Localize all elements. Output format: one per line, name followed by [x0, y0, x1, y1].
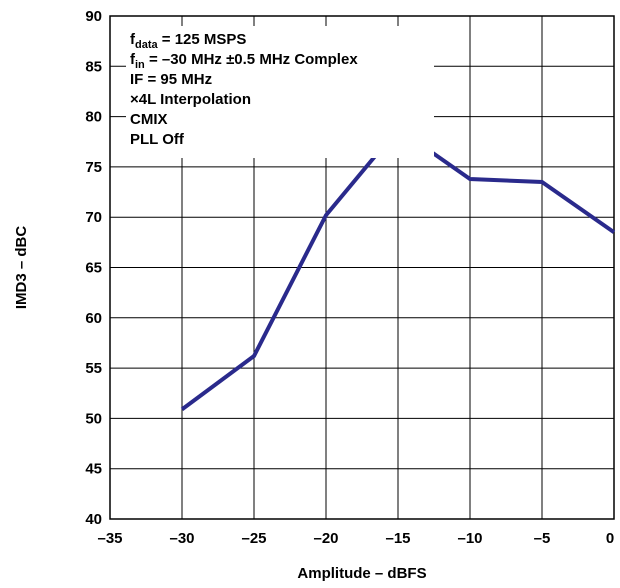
y-tick-label: 75	[85, 159, 102, 176]
x-tick-label: –30	[169, 530, 194, 547]
y-tick-label: 70	[85, 209, 102, 226]
annotation-line: ×4L Interpolation	[130, 91, 251, 108]
annotation-line: fin = –30 MHz ±0.5 MHz Complex	[130, 51, 358, 71]
y-tick-label: 40	[85, 511, 102, 528]
x-tick-label: 0	[606, 530, 614, 547]
y-tick-label: 80	[85, 109, 102, 126]
y-tick-labels: 40 45 50 55 60 65 70 75 80 85 90	[85, 8, 102, 528]
y-tick-label: 85	[85, 58, 102, 75]
x-tick-label: –10	[457, 530, 482, 547]
annotation-background	[126, 26, 434, 158]
x-tick-label: –15	[385, 530, 410, 547]
x-axis-title: Amplitude – dBFS	[297, 565, 426, 582]
plot-frame	[109, 15, 615, 520]
y-axis-title: IMD3 – dBC	[13, 226, 30, 310]
x-tick-labels: –35 –30 –25 –20 –15 –10 –5 0	[97, 530, 614, 547]
y-tick-label: 45	[85, 461, 102, 478]
y-tick-label: 90	[85, 8, 102, 25]
y-tick-label: 60	[85, 310, 102, 327]
x-tick-label: –25	[241, 530, 266, 547]
annotation-line: fdata = 125 MSPS	[130, 31, 246, 51]
annotation-line: IF = 95 MHz	[130, 71, 212, 88]
y-tick-label: 55	[85, 360, 102, 377]
x-tick-label: –20	[313, 530, 338, 547]
x-tick-label: –35	[97, 530, 122, 547]
x-tick-label: –5	[534, 530, 551, 547]
annotation-line: CMIX	[130, 111, 168, 128]
y-tick-label: 50	[85, 410, 102, 427]
y-tick-label: 65	[85, 260, 102, 277]
annotation-line: PLL Off	[130, 131, 185, 148]
